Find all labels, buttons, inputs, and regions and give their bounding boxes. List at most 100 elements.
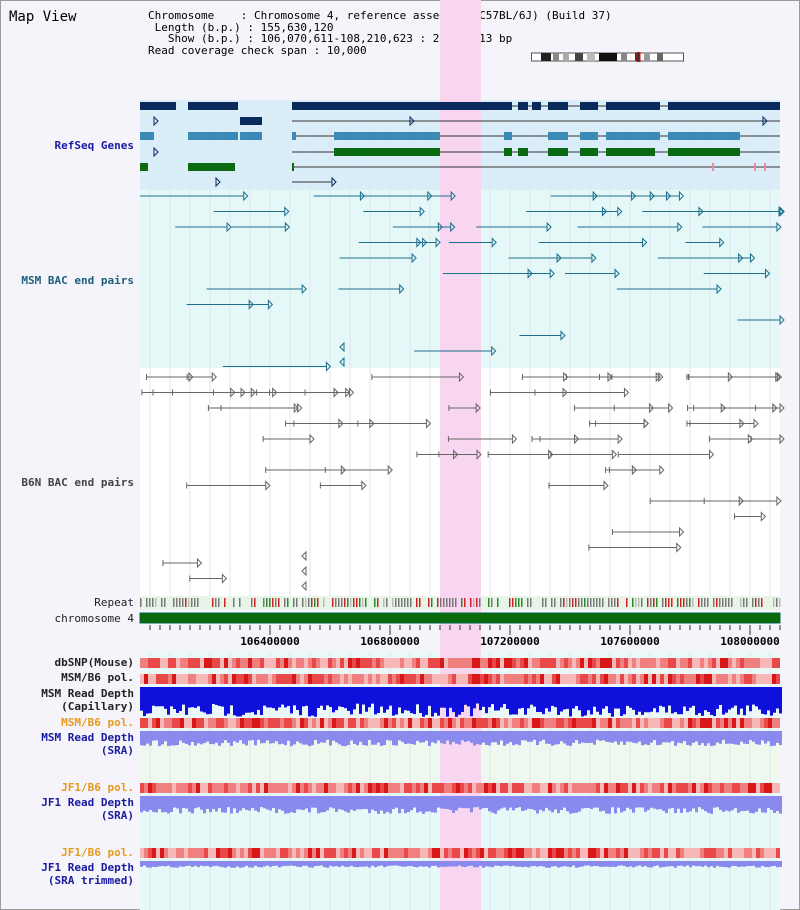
msm-b6-pol-heat [340, 674, 344, 684]
msm-b6-pol-heat-2 [260, 718, 264, 728]
track-label-jf1-b6-pol-2[interactable]: JF1/B6 pol. [61, 846, 134, 859]
msm-b6-pol-heat-2 [492, 718, 496, 728]
msm-b6-pol-heat-2 [660, 718, 664, 728]
msm-depth-cap-bar [350, 687, 353, 715]
msm-b6-pol-heat-2 [668, 718, 672, 728]
msm-bac-end-icon [617, 206, 623, 217]
dbsnp-heat [676, 658, 680, 668]
jf1-b6-pol-heat [308, 783, 312, 793]
track-label-b6n-bac[interactable]: B6N BAC end pairs [21, 476, 134, 489]
track-label-jf1-b6-pol[interactable]: JF1/B6 pol. [61, 781, 134, 794]
gene-exon [292, 163, 294, 171]
jf1-depth-bar [494, 796, 497, 814]
jf1-depth-bar [155, 796, 158, 813]
jf1-depth-trim-bar [359, 861, 362, 867]
jf1-b6-pol-heat [488, 783, 492, 793]
msm-depth-cap-bar [173, 687, 176, 710]
gene-exon [606, 148, 655, 156]
msm-depth-cap-bar [722, 687, 725, 715]
dbsnp-heat [348, 658, 352, 668]
repeat-mark [611, 598, 613, 607]
msm-depth-cap-bar [548, 687, 551, 712]
track-label-msm-bac[interactable]: MSM BAC end pairs [21, 274, 134, 287]
msm-b6-pol-heat [700, 674, 704, 684]
jf1-depth-bar [350, 796, 353, 810]
repeat-mark [146, 598, 148, 607]
track-label-msm-b6-pol-2[interactable]: MSM/B6 pol. [61, 716, 134, 729]
msm-depth-sra-bar [668, 731, 671, 743]
msm-b6-pol-heat [584, 674, 588, 684]
msm-b6-pol-heat-2 [396, 718, 400, 728]
track-label-msm-depth-cap[interactable]: MSM Read Depth (Capillary) [2, 687, 134, 713]
repeat-mark [626, 598, 628, 607]
msm-depth-sra-bar [662, 731, 665, 743]
axis-tick-label: 108000000 [720, 635, 780, 648]
msm-b6-pol-heat [280, 674, 284, 684]
b6n-bac-end-icon [676, 542, 682, 553]
jf1-b6-pol-heat-2 [720, 848, 724, 858]
jf1-depth-bar [152, 796, 155, 812]
msm-depth-sra-bar [167, 731, 170, 746]
jf1-b6-pol-heat-2 [712, 848, 716, 858]
msm-b6-pol-heat [756, 674, 760, 684]
msm-b6-pol-heat-2 [728, 718, 732, 728]
track-label-msm-depth-sra[interactable]: MSM Read Depth (SRA) [2, 731, 134, 757]
msm-b6-pol-heat [372, 674, 376, 684]
msm-depth-sra-bar [695, 731, 698, 742]
b6n-bac-end-icon [345, 387, 351, 398]
dbsnp-heat [384, 658, 388, 668]
repeat-mark [161, 598, 163, 607]
jf1-b6-pol-heat [364, 783, 368, 793]
msm-b6-pol-heat [408, 674, 412, 684]
msm-depth-sra-bar [275, 731, 278, 742]
msm-depth-cap-bar [485, 687, 488, 714]
track-label-msm-b6-pol[interactable]: MSM/B6 pol. [61, 671, 134, 684]
chromosome-ideogram[interactable] [531, 52, 684, 62]
dbsnp-heat [568, 658, 572, 668]
msm-depth-sra-bar [449, 731, 452, 745]
msm-b6-pol-heat-2 [228, 718, 232, 728]
jf1-depth-trim-bar [152, 861, 155, 867]
track-label-dbsnp[interactable]: dbSNP(Mouse) [54, 656, 134, 669]
jf1-b6-pol-heat-2 [692, 848, 696, 858]
track-label-refseq[interactable]: RefSeq Genes [54, 139, 134, 152]
msm-b6-pol-heat [148, 674, 152, 684]
jf1-depth-trim-bar [677, 861, 680, 866]
msm-depth-sra-bar [638, 731, 641, 742]
jf1-depth-trim-bar [356, 861, 359, 868]
msm-bac-end-icon [698, 206, 704, 217]
dbsnp-heat [480, 658, 484, 668]
jf1-depth-trim-bar [281, 861, 284, 867]
msm-b6-pol-heat [536, 674, 540, 684]
jf1-b6-pol-heat [520, 783, 524, 793]
track-label-jf1-depth-trim[interactable]: JF1 Read Depth (SRA trimmed) [2, 861, 134, 887]
jf1-b6-pol-heat-2 [360, 848, 364, 858]
msm-bac-end-icon [716, 283, 722, 295]
repeat-mark [677, 598, 679, 607]
jf1-depth-trim-bar [476, 861, 479, 868]
msm-depth-sra-bar [557, 731, 560, 745]
msm-bac-end-icon [284, 206, 290, 217]
b6n-bac-end-icon [309, 433, 315, 445]
b6n-bac-end-icon [301, 580, 307, 592]
jf1-b6-pol-heat-2 [688, 848, 692, 858]
jf1-b6-pol-heat [628, 783, 632, 793]
msm-b6-pol-heat-2 [480, 718, 484, 728]
jf1-depth-trim-bar [533, 861, 536, 867]
msm-b6-pol-heat-2 [368, 718, 372, 728]
jf1-depth-bar [725, 796, 728, 811]
jf1-depth-trim-bar [617, 861, 620, 866]
msm-bac-end-icon [779, 206, 785, 217]
msm-depth-cap-bar [635, 687, 638, 715]
jf1-b6-pol-heat-2 [248, 848, 252, 858]
msm-b6-pol-heat-2 [224, 718, 228, 728]
chromosome-value: Chromosome 4, reference assembly (C57BL/… [253, 9, 612, 22]
jf1-depth-trim-bar [740, 861, 743, 867]
jf1-depth-trim-bar [329, 861, 332, 866]
track-label-jf1-depth[interactable]: JF1 Read Depth (SRA) [2, 796, 134, 822]
msm-b6-pol-heat-2 [764, 718, 768, 728]
msm-depth-sra-bar [446, 731, 449, 741]
b6n-bac-end-icon [611, 449, 618, 460]
msm-bac-end-icon [779, 314, 785, 326]
